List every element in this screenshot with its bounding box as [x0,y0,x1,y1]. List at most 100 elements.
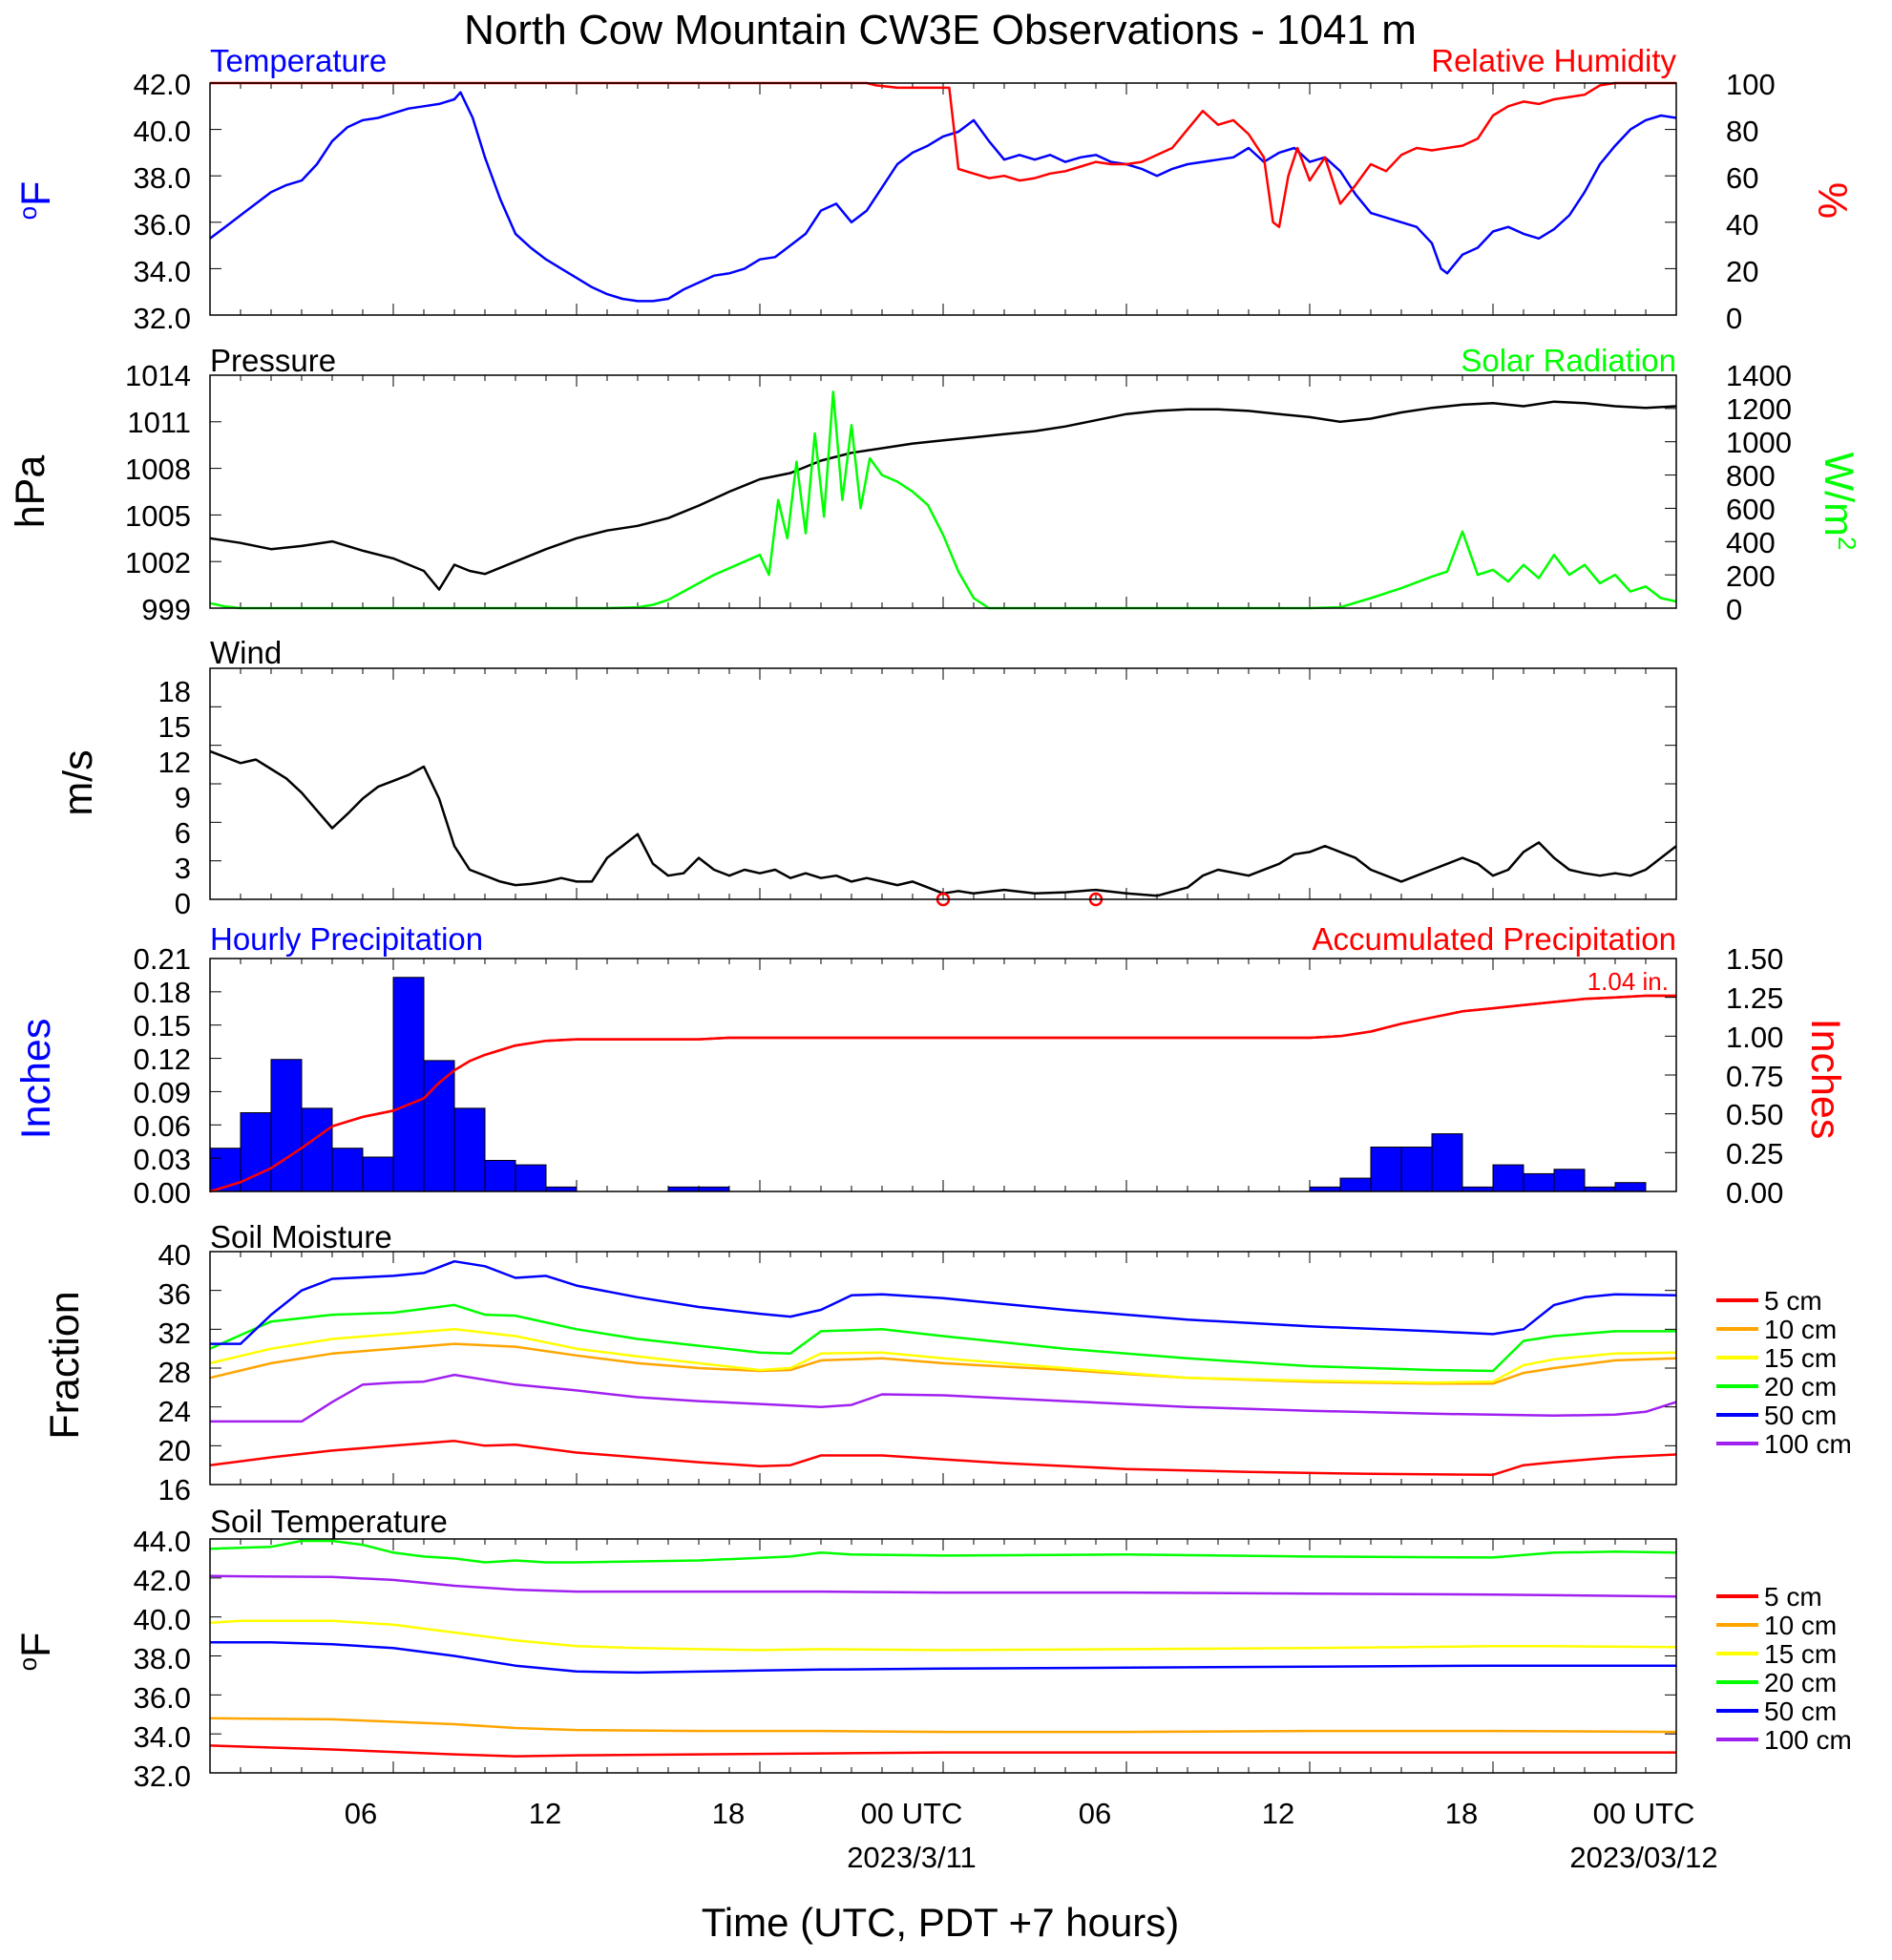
y-tick-label: 0.03 [134,1143,191,1176]
y-ticks-soil-moisture: 40 36 32 28 24 20 16 [158,1238,191,1507]
panel-title-soil-moisture: Soil Moisture [210,1219,392,1254]
y-tick-label: 24 [158,1395,191,1428]
unit-wm: W/m [1816,453,1861,537]
y-ticks-solar: 1400 1200 1000 800 600 400 200 0 [1726,359,1792,626]
precip-bar [1339,1177,1372,1192]
legend-label: 10 cm [1764,1315,1837,1344]
panel-wind: Wind 18 15 12 9 6 3 0 m/s [55,635,1677,920]
series-line-100-cm [210,1373,1677,1423]
precip-bar [1523,1172,1555,1192]
x-axis: 06 12 18 00 UTC 06 12 18 00 UTC 2023/3/1… [345,1797,1718,1945]
legend-label: 100 cm [1764,1725,1852,1755]
plot-area-pressure [209,374,1677,610]
y-axis-label-pressure: hPa [8,455,53,529]
plot-area-soil-moisture [209,1251,1677,1486]
panel-precipitation: Hourly Precipitation Accumulated Precipi… [13,921,1848,1210]
series-line-20-cm [209,1303,1676,1373]
plot-frame [209,82,1677,316]
y-ticks-hourly-precip: 0.21 0.18 0.15 0.12 0.09 0.06 0.03 0.00 [134,942,191,1210]
series-line-10-cm [209,1717,1677,1734]
y-ticks-temperature: 42.0 40.0 38.0 36.0 34.0 32.0 [134,68,191,335]
precip-bar [392,977,425,1192]
y-tick-label: 36 [158,1277,191,1311]
y-tick-label: 0.15 [134,1009,191,1043]
y-tick-label-right: 100 [1726,68,1776,101]
precip-bar [1431,1133,1463,1192]
x-tick-label: 18 [712,1797,745,1830]
series-line-10-cm [209,1342,1677,1385]
y-tick-label: 38.0 [134,1642,191,1675]
precip-bar [209,1148,242,1192]
y-tick-label: 1011 [127,406,191,439]
y-ticks-soil-temperature: 44.0 42.0 40.0 38.0 36.0 34.0 32.0 [134,1525,191,1793]
x-tick-label: 00 UTC [1593,1797,1695,1830]
y-tick-label-right: 600 [1726,493,1776,526]
y-tick-label-right: 1.00 [1726,1021,1783,1054]
series-line-15-cm [209,1328,1677,1384]
y-tick-label: 42.0 [134,68,191,101]
y-tick-label: 0 [175,887,191,920]
y-tick-label: 6 [175,816,191,850]
y-tick-label: 44.0 [134,1525,191,1558]
y-tick-label: 38.0 [134,161,191,195]
x-tick-label: 18 [1445,1797,1478,1830]
panel-title-hourly-precipitation: Hourly Precipitation [210,921,483,957]
y-tick-label: 32.0 [134,1760,191,1793]
y-tick-label: 32.0 [134,302,191,335]
y-tick-label: 34.0 [134,255,191,288]
plot-area-temperature [209,81,1677,316]
precip-bar [1614,1182,1647,1192]
y-tick-label-right: 400 [1726,526,1776,559]
y-axis-label-wind: m/s [55,749,101,815]
y-tick-label: 1005 [125,499,191,533]
panel-title-relative-humidity: Relative Humidity [1431,43,1676,78]
precip-bar [331,1148,364,1192]
y-tick-label: 0.09 [134,1076,191,1109]
y-tick-label: 3 [175,852,191,885]
y-ticks-pressure: 1014 1011 1008 1005 1002 999 [125,359,191,626]
precip-bar [301,1107,333,1192]
legend-label: 5 cm [1764,1286,1822,1316]
y-tick-label-right: 80 [1726,115,1758,148]
y-tick-label-right: 1400 [1726,359,1792,392]
y-tick-label: 18 [158,675,191,708]
panel-title-accumulated-precipitation: Accumulated Precipitation [1312,921,1676,957]
legend-label: 10 cm [1764,1611,1837,1640]
series-line-wind [209,749,1677,897]
series-line-5-cm [209,1440,1677,1477]
series-line-50-cm [210,1259,1677,1345]
precip-bar [484,1159,516,1192]
y-tick-label: 40.0 [134,115,191,148]
series-line-50-cm [210,1640,1676,1675]
precip-bar [240,1112,272,1192]
figure-title: North Cow Mountain CW3E Observations - 1… [464,7,1417,53]
degree-superscript: o [13,206,42,220]
y-tick-label: 15 [158,710,191,744]
precip-bar [1370,1147,1402,1192]
y-tick-label: 999 [141,593,191,626]
y-tick-label: 36.0 [134,208,191,242]
panel-soil-moisture: Soil Moisture 40 36 32 28 24 20 16 Fract… [42,1219,1852,1507]
legend-label: 5 cm [1764,1582,1822,1612]
panel-title-soil-temperature: Soil Temperature [210,1504,448,1539]
y-tick-label: 16 [158,1473,191,1507]
panel-temperature: Temperature Relative Humidity 42.0 40.0 … [13,43,1855,335]
series-line-solar-radiation [209,390,1677,610]
precip-bar [423,1060,455,1192]
y-tick-label: 0.00 [134,1176,191,1210]
y-tick-label: 9 [175,781,191,814]
y-tick-label-right: 0.25 [1726,1137,1783,1170]
y-tick-label: 40.0 [134,1603,191,1636]
y-tick-label: 40 [158,1238,191,1272]
legend-label: 50 cm [1764,1401,1837,1430]
x-tick-label: 06 [1079,1797,1111,1830]
series-line-20-cm [209,1539,1677,1564]
y-tick-label-right: 1.25 [1726,981,1783,1015]
y-tick-label-right: 0 [1726,593,1742,626]
precip-bar [362,1156,394,1192]
y-tick-label: 34.0 [134,1720,191,1754]
panel-title-wind: Wind [210,635,282,670]
y-tick-label: 0.18 [134,976,191,1009]
unit-squared: 2 [1833,537,1861,550]
legend-label: 20 cm [1764,1668,1837,1697]
